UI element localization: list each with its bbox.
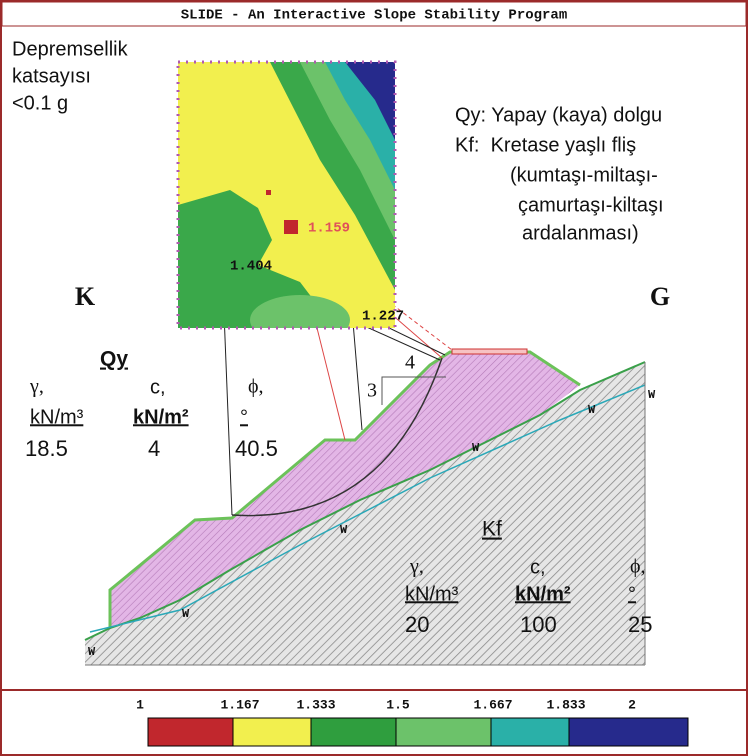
water-marker: W <box>340 523 348 537</box>
slope-ratio: 4 <box>405 352 415 374</box>
seismic-note: <0.1 g <box>12 92 68 114</box>
load <box>451 348 528 355</box>
inset-border <box>176 60 397 330</box>
scale-label: 2 <box>628 697 636 712</box>
material-unit: kN/m² <box>133 406 189 428</box>
direction: K <box>75 282 96 311</box>
legend-item: çamurtaşı-kiltaşı <box>518 194 664 216</box>
material-value: 20 <box>405 612 429 637</box>
material-unit: kN/m² <box>515 583 571 605</box>
direction: G <box>650 282 670 311</box>
title-bar <box>1 1 747 27</box>
water-marker: W <box>588 403 596 417</box>
slope-triangle <box>381 376 446 405</box>
material-unit: ° <box>240 406 248 428</box>
water-marker: W <box>182 607 190 621</box>
scale-label: 1.333 <box>296 697 335 712</box>
safety-factor: 1.159 <box>308 221 350 237</box>
material-unit: kN/m³ <box>30 406 84 428</box>
material-name: Qy <box>100 348 128 371</box>
center-line <box>351 309 363 431</box>
slip-circle <box>231 357 443 517</box>
kf-boundary <box>84 361 646 641</box>
legend-item: Qy: Yapay (kaya) dolgu <box>455 104 662 126</box>
legend-item: ardalanması) <box>522 222 639 244</box>
safety-factor: 1.227 <box>362 309 404 325</box>
contour-inset <box>178 62 395 328</box>
direction-box <box>45 268 125 330</box>
kf-layer <box>85 362 645 665</box>
material-header: c, <box>530 556 546 578</box>
scale-label: 1.833 <box>546 697 585 712</box>
slope-ratio: 3 <box>367 380 377 402</box>
seismic-note: katsayısı <box>12 65 91 87</box>
water-marker: W <box>648 388 656 402</box>
direction-box <box>620 268 700 330</box>
qy-layer <box>110 352 580 628</box>
material-header: γ, <box>29 376 44 398</box>
water-marker: W <box>88 645 96 659</box>
material-header: ϕ, <box>630 556 646 578</box>
material-unit: ° <box>628 583 636 605</box>
seismic-note: Depremsellik <box>12 38 129 60</box>
scale-label: 1.667 <box>473 697 512 712</box>
scale-label: 1 <box>136 697 144 712</box>
material-value: 25 <box>628 612 652 637</box>
window-title: SLIDE - An Interactive Slope Stability P… <box>181 8 567 24</box>
water-marker: W <box>472 441 480 455</box>
water-table <box>89 384 646 633</box>
material-value: 4 <box>148 436 160 461</box>
material-value: 18.5 <box>25 436 68 461</box>
material-unit: kN/m³ <box>405 583 459 605</box>
material-header: c, <box>150 376 166 398</box>
legend-item: Kf: Kretase yaşlı fliş <box>455 134 636 156</box>
scale-label: 1.5 <box>386 697 410 712</box>
safety-factor: 1.404 <box>230 259 272 275</box>
material-value: 40.5 <box>235 436 278 461</box>
material-header: γ, <box>409 556 424 578</box>
scale-label: 1.167 <box>220 697 259 712</box>
legend-item: (kumtaşı-miltaşı- <box>510 164 658 186</box>
material-value: 100 <box>520 612 557 637</box>
color-scale <box>147 717 689 747</box>
material-header: ϕ, <box>248 376 264 398</box>
material-name: Kf <box>482 518 502 541</box>
